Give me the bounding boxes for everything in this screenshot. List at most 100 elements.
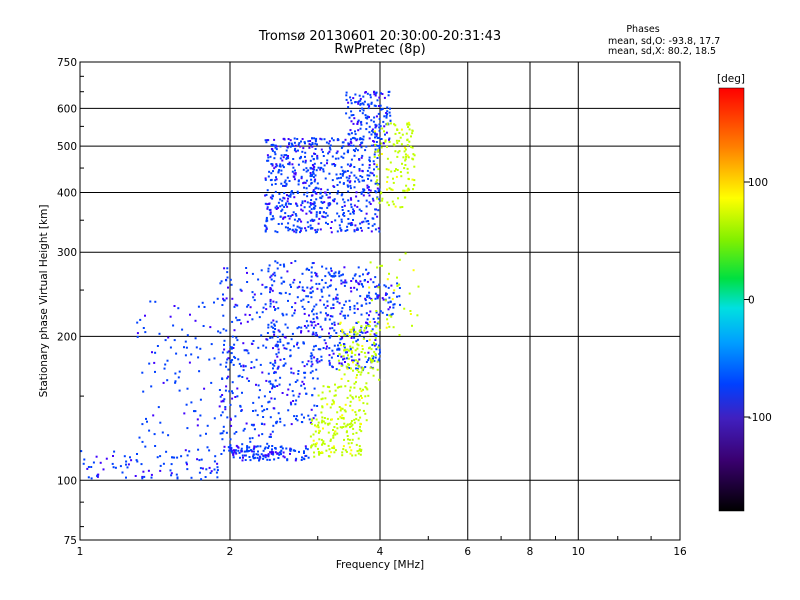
data-point bbox=[161, 431, 164, 434]
data-point bbox=[333, 200, 336, 203]
data-point bbox=[350, 351, 353, 354]
data-point bbox=[234, 451, 237, 454]
data-point bbox=[273, 364, 276, 367]
data-point bbox=[384, 140, 387, 143]
data-point bbox=[370, 348, 373, 351]
data-point bbox=[350, 425, 353, 428]
data-point bbox=[319, 348, 322, 351]
data-point bbox=[387, 168, 390, 171]
data-point bbox=[272, 300, 275, 303]
data-point bbox=[378, 353, 381, 355]
data-point bbox=[317, 166, 320, 169]
data-point bbox=[269, 211, 272, 214]
data-point bbox=[368, 291, 371, 294]
data-point bbox=[280, 182, 283, 185]
data-point bbox=[329, 438, 332, 441]
data-point bbox=[238, 451, 241, 454]
data-point bbox=[364, 114, 367, 117]
data-point bbox=[206, 446, 209, 449]
data-point bbox=[412, 153, 415, 156]
data-point bbox=[411, 129, 414, 132]
data-point bbox=[316, 317, 319, 320]
data-point bbox=[324, 191, 327, 194]
data-point bbox=[252, 410, 254, 412]
data-point bbox=[314, 148, 317, 150]
data-point bbox=[333, 432, 336, 435]
data-point bbox=[220, 280, 223, 283]
data-point bbox=[346, 179, 349, 182]
data-point bbox=[282, 455, 285, 458]
data-point bbox=[313, 345, 316, 348]
data-point bbox=[331, 155, 334, 158]
data-point bbox=[281, 333, 284, 336]
data-point bbox=[353, 117, 356, 120]
data-point bbox=[368, 296, 371, 299]
data-point bbox=[334, 394, 337, 397]
data-point bbox=[379, 104, 382, 107]
data-point bbox=[359, 295, 362, 298]
data-point bbox=[403, 189, 406, 192]
data-point bbox=[376, 144, 379, 147]
data-point bbox=[355, 195, 358, 198]
data-point bbox=[290, 190, 293, 193]
data-point bbox=[398, 283, 401, 286]
data-point bbox=[342, 171, 345, 174]
data-point bbox=[245, 422, 248, 425]
data-point bbox=[316, 154, 319, 157]
data-point bbox=[369, 171, 372, 174]
data-point bbox=[245, 450, 248, 453]
data-point bbox=[271, 163, 274, 166]
data-point bbox=[317, 447, 319, 450]
data-point bbox=[319, 196, 322, 199]
data-point bbox=[290, 448, 293, 451]
data-point bbox=[349, 180, 352, 183]
grid bbox=[80, 62, 680, 540]
data-point bbox=[368, 156, 371, 159]
data-point bbox=[362, 103, 365, 106]
data-point bbox=[164, 363, 167, 366]
data-point bbox=[238, 362, 241, 365]
data-point bbox=[279, 420, 282, 423]
data-point bbox=[344, 410, 347, 413]
data-point bbox=[377, 317, 380, 320]
data-point bbox=[282, 184, 284, 187]
data-point bbox=[350, 290, 353, 293]
data-point bbox=[331, 327, 334, 330]
data-point bbox=[367, 372, 370, 375]
data-point bbox=[266, 154, 269, 157]
data-point bbox=[376, 196, 379, 199]
data-point bbox=[367, 191, 370, 194]
data-point bbox=[197, 305, 200, 308]
data-point bbox=[396, 295, 398, 298]
data-point bbox=[313, 387, 316, 390]
data-point bbox=[350, 222, 353, 224]
data-point bbox=[338, 385, 341, 388]
data-point bbox=[311, 202, 314, 205]
data-point bbox=[269, 436, 272, 438]
data-point bbox=[355, 333, 358, 336]
data-point bbox=[327, 202, 330, 205]
data-point bbox=[361, 283, 363, 286]
data-point bbox=[350, 171, 353, 174]
data-point bbox=[365, 387, 368, 390]
data-point bbox=[278, 192, 281, 195]
data-point bbox=[332, 303, 335, 306]
data-point bbox=[287, 157, 290, 160]
data-point bbox=[186, 454, 189, 457]
data-point bbox=[340, 310, 343, 313]
data-point bbox=[315, 215, 318, 218]
data-point bbox=[386, 188, 388, 191]
data-point bbox=[334, 219, 337, 222]
data-point bbox=[152, 414, 155, 417]
data-point bbox=[408, 140, 411, 143]
data-point bbox=[266, 442, 269, 445]
data-point bbox=[363, 351, 366, 354]
data-point bbox=[349, 331, 352, 334]
data-point bbox=[210, 470, 213, 473]
data-point bbox=[403, 150, 406, 153]
data-point bbox=[349, 394, 352, 397]
data-point bbox=[373, 140, 376, 143]
data-point bbox=[318, 360, 321, 363]
data-point bbox=[375, 135, 378, 138]
data-point bbox=[310, 199, 313, 201]
